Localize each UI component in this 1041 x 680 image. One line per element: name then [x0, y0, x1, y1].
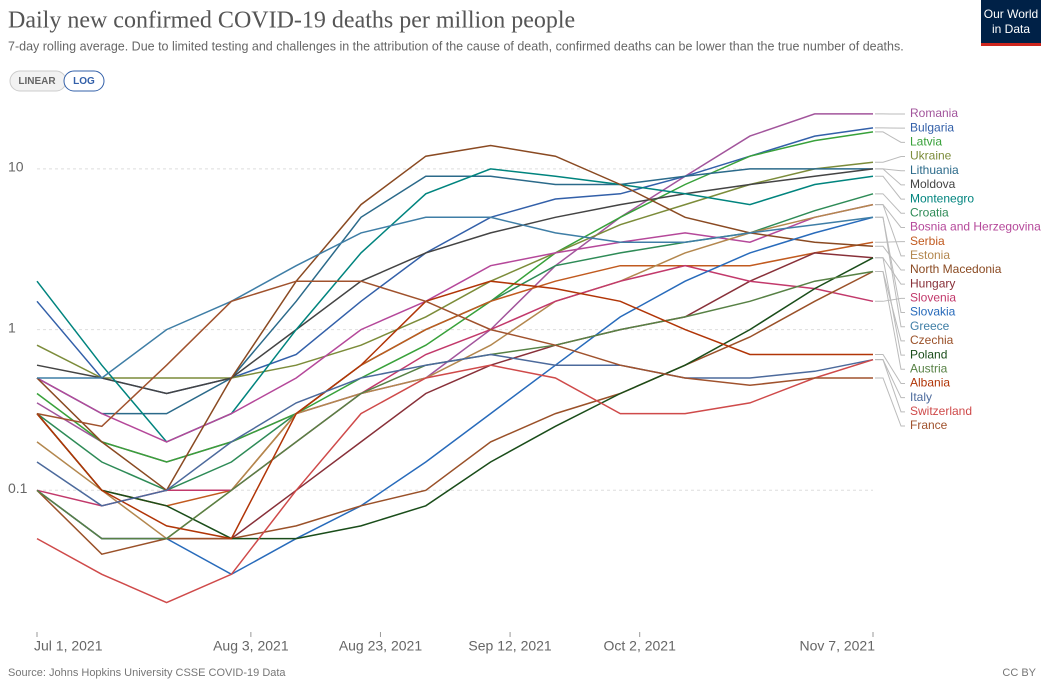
legend-label: Albania: [910, 376, 950, 390]
legend-label: France: [910, 418, 948, 432]
series-line: [36, 193, 874, 492]
series-line: [36, 252, 874, 540]
legend-label: Austria: [910, 361, 948, 375]
chart-subtitle: 7-day rolling average. Due to limited te…: [8, 39, 904, 53]
legend-label: Greece: [910, 319, 950, 333]
series-line: [36, 358, 874, 604]
series-line: [36, 280, 873, 540]
legend-label: Bosnia and Herzegovina: [910, 220, 1041, 234]
label-connector: [875, 204, 905, 257]
logo-bar: [981, 43, 1041, 46]
label-connector: [875, 270, 905, 342]
series-line: [36, 203, 874, 443]
logo[interactable]: Our World in Data: [981, 0, 1041, 46]
series-line: [36, 280, 873, 428]
series-line: [36, 353, 874, 507]
series-line: [36, 264, 874, 507]
label-connector: [875, 156, 905, 163]
legend-label: North Macedonia: [910, 262, 1002, 276]
label-connector: [875, 359, 905, 413]
legend-label: Romania: [910, 106, 958, 120]
series-line: [36, 113, 873, 463]
series-line: [36, 168, 873, 415]
license: CC BY: [1002, 667, 1036, 679]
x-tick-label: Nov 7, 2021: [800, 638, 876, 654]
label-connector: [875, 353, 905, 384]
label-connector: [875, 257, 905, 356]
label-connector: [875, 131, 905, 143]
legend-label: Hungary: [910, 276, 955, 290]
legend-label: Slovakia: [910, 305, 956, 319]
series-line: [37, 216, 874, 379]
legend-label: Slovenia: [910, 291, 956, 305]
series-line: [36, 270, 874, 540]
label-connector: [875, 175, 905, 200]
series-line: [36, 168, 874, 443]
logo-line: Our World: [984, 7, 1038, 21]
legend-label: Switzerland: [910, 404, 972, 418]
chart-title: Daily new confirmed COVID-19 deaths per …: [8, 8, 575, 34]
series-line: [36, 257, 874, 540]
linear-button-label[interactable]: LINEAR: [18, 76, 56, 87]
x-tick-label: Sep 12, 2021: [468, 638, 552, 654]
series-line: [36, 216, 874, 576]
label-connector: [875, 241, 905, 243]
source: Source: Johns Hopkins University CSSE CO…: [8, 667, 286, 679]
label-connector: [875, 168, 905, 186]
legend-label: Latvia: [910, 135, 942, 149]
legend-label: Serbia: [910, 234, 945, 248]
legend-label: Moldova: [910, 177, 956, 191]
series-line: [36, 270, 874, 556]
x-tick-label: Aug 23, 2021: [339, 638, 423, 654]
y-tick-label: 1: [8, 319, 16, 335]
series-line: [36, 168, 874, 395]
label-connector: [875, 377, 905, 427]
series-line: [36, 131, 874, 463]
label-connector: [875, 297, 905, 302]
legend-label: Poland: [910, 347, 947, 361]
y-tick-label: 10: [8, 159, 24, 175]
legend-label: Estonia: [910, 248, 950, 262]
y-tick-label: 0.1: [8, 480, 28, 496]
log-button[interactable]: [63, 70, 105, 92]
label-connector: [875, 193, 905, 214]
logo-line: in Data: [992, 22, 1030, 36]
x-tick-label: Jul 1, 2021: [34, 638, 103, 654]
label-connector: [875, 216, 905, 328]
legend-label: Montenegro: [910, 191, 974, 205]
legend-label: Lithuania: [910, 163, 959, 177]
legend-label: Bulgaria: [910, 120, 954, 134]
legend-label: Italy: [910, 390, 932, 404]
legend-label: Ukraine: [910, 149, 952, 163]
legend-label: Croatia: [910, 205, 949, 219]
log-button-label[interactable]: LOG: [73, 76, 95, 87]
legend-label: Czechia: [910, 333, 954, 347]
x-tick-label: Aug 3, 2021: [213, 638, 289, 654]
series-line: [36, 144, 874, 492]
x-tick-label: Oct 2, 2021: [604, 638, 677, 654]
label-connector: [875, 245, 905, 271]
logo-box: [981, 0, 1041, 46]
scale-toggle: LINEAR LOG: [9, 70, 105, 92]
label-connector: [875, 270, 905, 370]
series-line: [36, 161, 874, 379]
